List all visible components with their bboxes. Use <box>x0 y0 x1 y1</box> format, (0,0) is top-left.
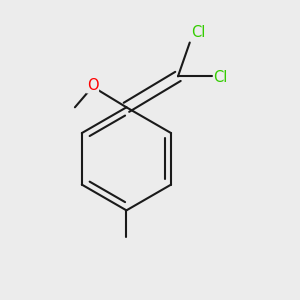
Text: Cl: Cl <box>213 70 228 86</box>
Text: O: O <box>87 78 98 93</box>
Text: Cl: Cl <box>191 25 206 40</box>
